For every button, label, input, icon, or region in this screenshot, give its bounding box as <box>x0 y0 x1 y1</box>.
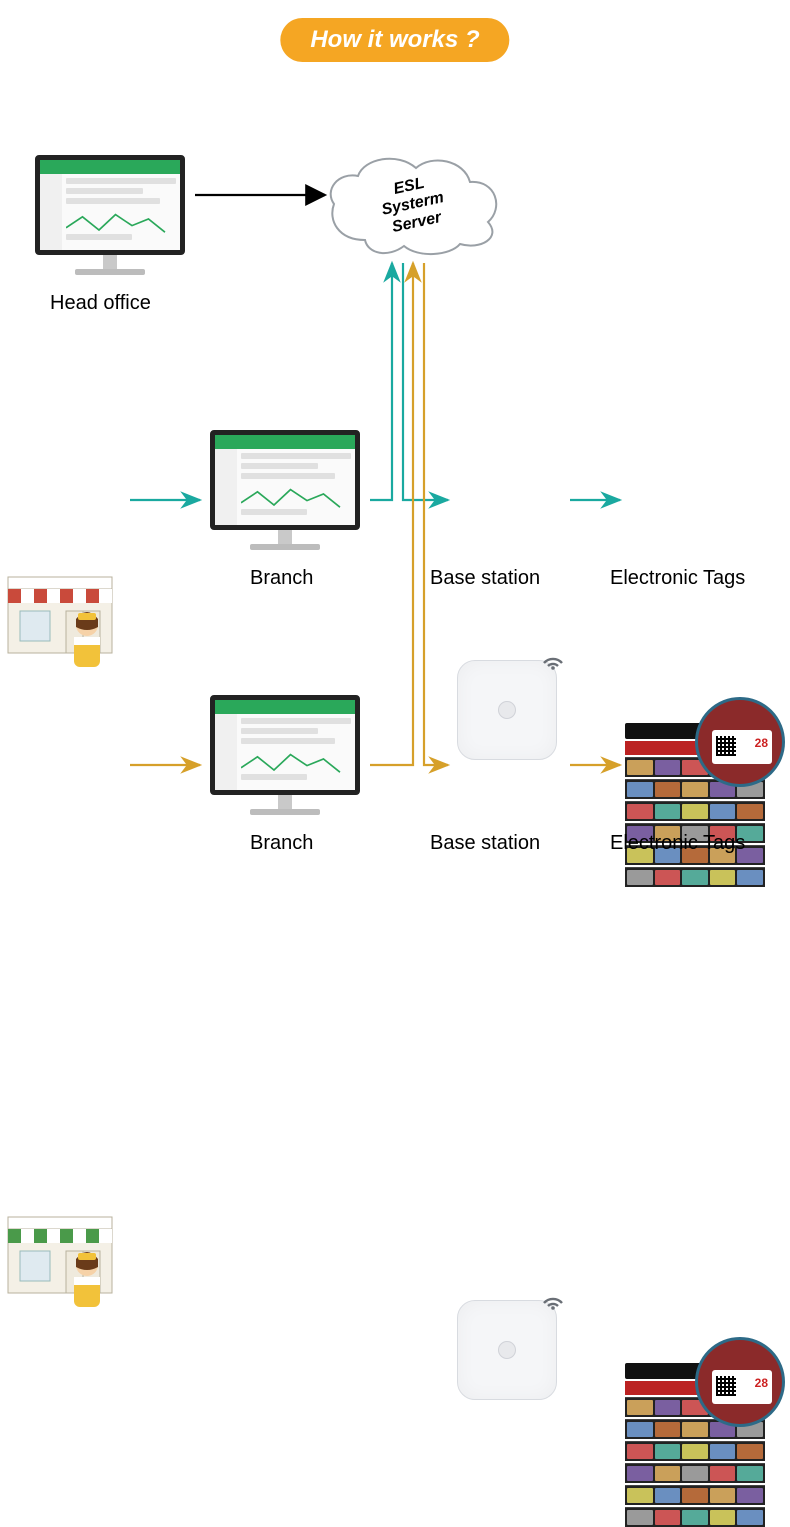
title-pill: How it works ? <box>280 18 509 62</box>
tag-zoom-bubble: 28 <box>695 1337 785 1427</box>
clerk-icon <box>64 609 110 673</box>
wifi-icon <box>540 1285 566 1311</box>
store-2 <box>0 1195 120 1295</box>
branch-2-monitor <box>210 695 360 815</box>
shelf-1-label: Electronic Tags <box>610 567 745 590</box>
arrow-cloud-down-base1 <box>403 263 448 500</box>
shelf-1: 28 <box>625 715 775 885</box>
branch-1-label: Branch <box>250 567 313 590</box>
wifi-icon <box>540 645 566 671</box>
tag-zoom-bubble: 28 <box>695 697 785 787</box>
cloud-server: ESL Systerm Server <box>320 150 505 260</box>
base-station-2 <box>455 1295 560 1400</box>
arrow-cloud-down-base2 <box>424 263 448 765</box>
base-station-2-label: Base station <box>430 832 540 855</box>
diagram-canvas: How it works ? Head office <box>0 0 790 924</box>
head-office-label: Head office <box>50 292 151 315</box>
monitor-screen <box>35 155 185 255</box>
monitor-screen <box>210 430 360 530</box>
head-office-monitor <box>35 155 185 275</box>
branch-2-label: Branch <box>250 832 313 855</box>
arrow-branch2-up <box>370 263 413 765</box>
arrow-branch1-up <box>370 263 392 500</box>
shelf-2-label: Electronic Tags <box>610 832 745 855</box>
base-station-1-label: Base station <box>430 567 540 590</box>
price-tag-icon: 28 <box>712 730 772 764</box>
store-1 <box>0 555 120 655</box>
monitor-screen <box>210 695 360 795</box>
price-tag-icon: 28 <box>712 1370 772 1404</box>
basestation-box <box>457 1300 557 1400</box>
shelf-2: 28 <box>625 1355 775 1525</box>
branch-1-monitor <box>210 430 360 550</box>
clerk-icon <box>64 1249 110 1313</box>
base-station-1 <box>455 655 560 760</box>
basestation-box <box>457 660 557 760</box>
